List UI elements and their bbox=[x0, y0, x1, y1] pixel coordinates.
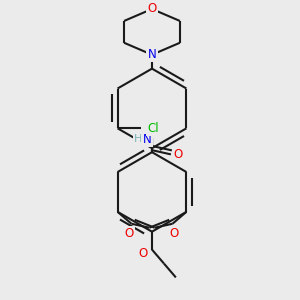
Text: O: O bbox=[125, 227, 134, 240]
Text: N: N bbox=[142, 133, 152, 146]
Text: H: H bbox=[134, 134, 142, 144]
Text: O: O bbox=[173, 148, 182, 160]
Text: O: O bbox=[138, 247, 148, 260]
Text: N: N bbox=[148, 48, 156, 61]
Text: O: O bbox=[147, 2, 157, 16]
Text: Cl: Cl bbox=[148, 122, 159, 135]
Text: O: O bbox=[170, 227, 179, 240]
